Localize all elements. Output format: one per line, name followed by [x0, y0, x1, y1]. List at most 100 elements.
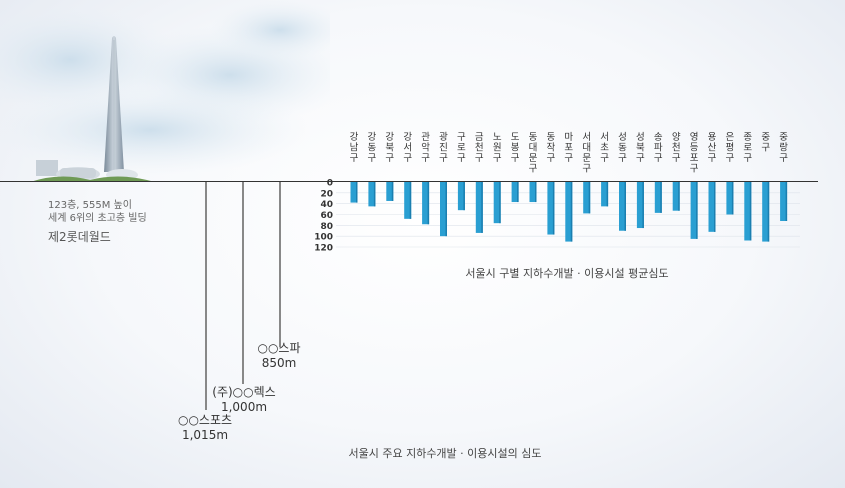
- y-tick-label: 40: [320, 200, 333, 210]
- bar: [404, 182, 412, 219]
- drill-line-sports: [205, 182, 207, 410]
- bar: [422, 182, 430, 225]
- bar-shade: [588, 182, 591, 214]
- drill-depth: 850m: [261, 356, 297, 370]
- bar: [672, 182, 680, 211]
- bar: [601, 182, 609, 207]
- bar: [350, 182, 358, 203]
- bar-shade: [552, 182, 555, 235]
- bar: [493, 182, 501, 224]
- bar-shade: [624, 182, 626, 231]
- drill-line-spa: [279, 182, 281, 347]
- bar-shade: [517, 182, 519, 203]
- bar: [708, 182, 716, 232]
- y-tick-label: 80: [320, 222, 333, 232]
- bar-shade: [785, 182, 788, 221]
- drill-name: (주)○○렉스: [212, 385, 276, 399]
- bar-shade: [660, 182, 662, 213]
- bar: [547, 182, 555, 235]
- bar-shade: [696, 182, 698, 239]
- y-tick-label: 20: [320, 189, 333, 199]
- building-rank: 세계 6위의 초고층 빌딩: [48, 213, 147, 224]
- bar-shade: [535, 182, 537, 203]
- bar: [565, 182, 573, 242]
- bar-shade: [481, 182, 483, 233]
- bar-shade: [356, 182, 358, 203]
- drill-label-sports: ○○스포츠 1,015m: [172, 413, 238, 443]
- bar: [529, 182, 537, 203]
- building-name: 제2롯데월드: [48, 230, 111, 244]
- drill-name: ○○스파: [257, 341, 301, 355]
- figure-caption: 서울시 주요 지하수개발 · 이용시설의 심도: [348, 447, 542, 460]
- bar: [690, 182, 698, 239]
- building-floors-height: 123층, 555M 높이: [48, 200, 132, 211]
- bar: [386, 182, 394, 201]
- bar: [619, 182, 626, 231]
- skyline-illustration: [0, 0, 330, 182]
- y-tick-label: 60: [320, 211, 333, 221]
- drill-depth: 1,015m: [181, 428, 229, 442]
- bar: [780, 182, 788, 221]
- drill-line-rex: [242, 182, 244, 384]
- bar: [654, 182, 662, 213]
- bar: [475, 182, 483, 233]
- bar-shade: [606, 182, 609, 207]
- drill-name: ○○스포츠: [177, 413, 233, 427]
- y-tick-label: 100: [314, 233, 333, 243]
- bar: [726, 182, 734, 215]
- bar-shade: [499, 182, 501, 224]
- bar-shade: [731, 182, 734, 215]
- bar: [440, 182, 447, 237]
- bar: [636, 182, 644, 229]
- building-info: 123층, 555M 높이 세계 6위의 초고층 빌딩 제2롯데월드: [48, 199, 147, 244]
- bar-shade: [373, 182, 376, 207]
- bar-shade: [570, 182, 573, 242]
- drill-depth: 1,000m: [220, 400, 268, 414]
- bar-shade: [642, 182, 644, 229]
- bar-shade: [391, 182, 394, 201]
- bar: [744, 182, 752, 241]
- bar: [583, 182, 591, 214]
- chart-title: 서울시 구별 지하수개발 · 이용시설 평균심도: [465, 267, 669, 280]
- bar-shade: [427, 182, 430, 225]
- ground-line: [0, 181, 818, 182]
- bar-shade: [445, 182, 447, 237]
- y-tick-label: 120: [314, 244, 333, 254]
- bar-shade: [678, 182, 680, 211]
- drill-label-spa: ○○스파 850m: [248, 341, 310, 371]
- bar-shade: [767, 182, 770, 242]
- drill-label-rex: (주)○○렉스 1,000m: [209, 385, 279, 415]
- bar-shade: [409, 182, 412, 219]
- bar-shade: [749, 182, 752, 241]
- bar: [511, 182, 519, 203]
- bar: [368, 182, 376, 207]
- bar: [457, 182, 465, 211]
- bar: [762, 182, 770, 242]
- bar-shade: [463, 182, 465, 211]
